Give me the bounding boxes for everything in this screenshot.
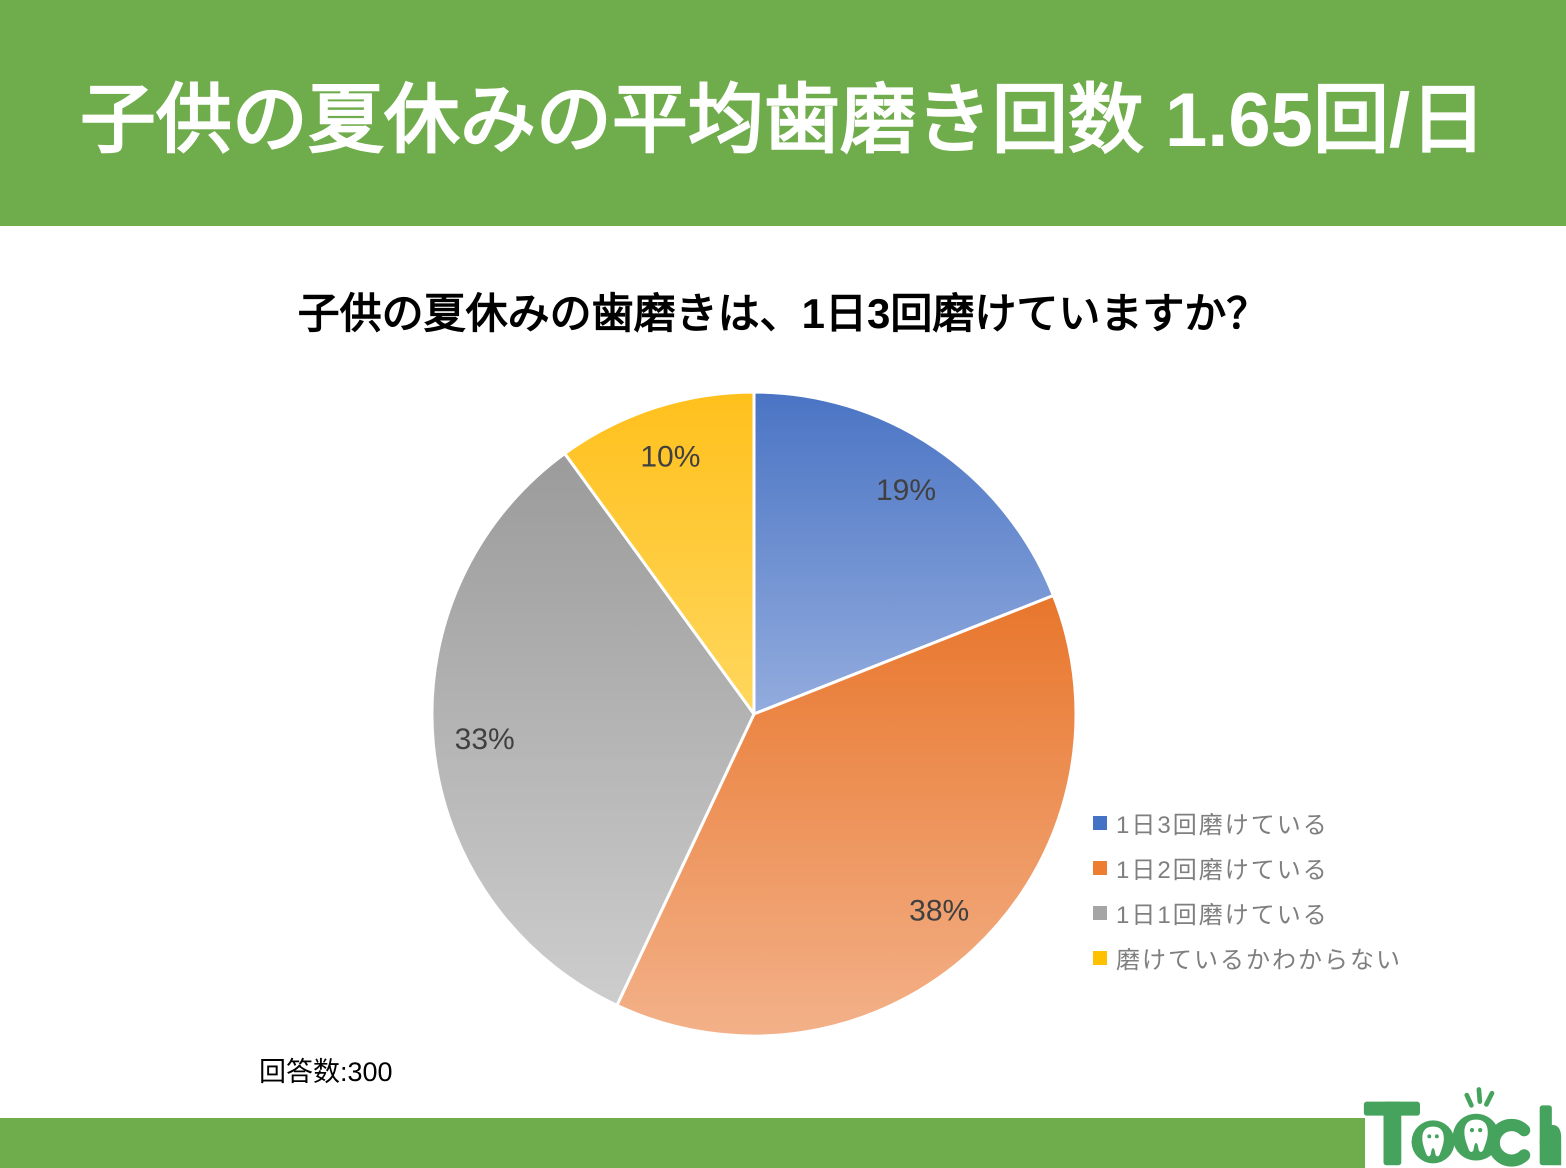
legend-item: 1日3回磨けている — [1093, 800, 1402, 845]
legend-swatch — [1093, 860, 1107, 875]
pie-label-1: 38% — [909, 895, 969, 928]
letter-h — [1539, 1105, 1562, 1166]
legend-item: 1日1回磨けている — [1093, 890, 1402, 935]
letter-t — [1363, 1101, 1420, 1166]
pie-slice-orange — [615, 594, 1078, 1038]
legend-swatch — [1093, 815, 1107, 830]
pie-svg: 19% 38% 33% 10% — [430, 390, 1078, 1038]
pie-label-0: 19% — [876, 474, 936, 507]
legend-label: 1日1回磨けている — [1116, 902, 1329, 929]
legend-swatch — [1093, 905, 1107, 920]
legend-label: 1日2回磨けている — [1116, 857, 1329, 884]
pie-label-3: 10% — [640, 440, 700, 473]
tooth-icon — [1464, 1119, 1488, 1152]
sparkle-icon — [1464, 1087, 1495, 1108]
letter-e-tooth — [1452, 1113, 1500, 1161]
legend-label: 1日3回磨けている — [1116, 812, 1329, 839]
tooth-icon — [1422, 1126, 1444, 1157]
legend-label: 磨けているかわからない — [1116, 947, 1402, 974]
letter-e-tooth — [1411, 1120, 1455, 1164]
legend: 1日3回磨けている 1日2回磨けている 1日1回磨けている 磨けているかわからな… — [1093, 800, 1402, 980]
legend-item: 1日2回磨けている — [1093, 845, 1402, 890]
header-title: 子供の夏休みの平均歯磨き回数 1.65回/日 — [79, 78, 1487, 163]
chart-title: 子供の夏休みの歯磨きは、1日3回磨けていますか？ — [297, 290, 1269, 337]
pie-label-2: 33% — [455, 723, 515, 756]
pie-slice-gray — [430, 452, 756, 1007]
legend-item: 磨けているかわからない — [1093, 935, 1402, 980]
pie-slice-yellow — [563, 390, 756, 716]
header-banner: 子供の夏休みの平均歯磨き回数 1.65回/日 — [0, 0, 1566, 226]
teech-logo: Teech — [1363, 1087, 1562, 1167]
pie-slice-blue — [752, 390, 1055, 716]
legend-swatch — [1093, 950, 1107, 965]
letter-c — [1487, 1118, 1531, 1167]
respondents-count: 回答数:300 — [259, 1057, 393, 1087]
footer-bar — [0, 1118, 1365, 1168]
